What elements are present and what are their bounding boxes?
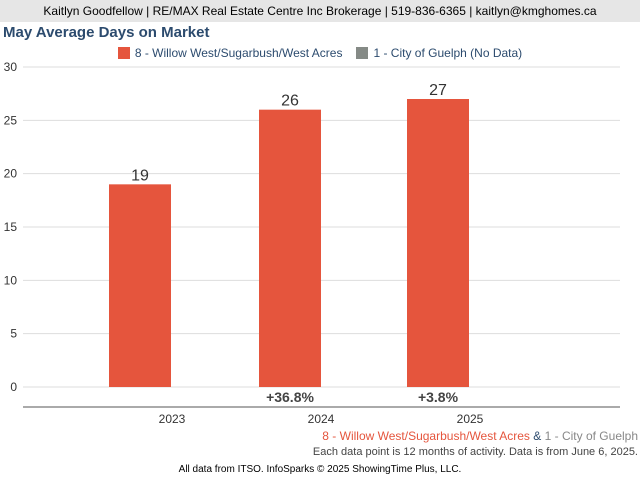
caption-ampersand: & — [533, 429, 542, 443]
y-tick-label: 15 — [4, 220, 18, 234]
series-caption: 8 - Willow West/Sugarbush/West Acres & 1… — [322, 429, 638, 443]
chart-title: May Average Days on Market — [3, 24, 210, 41]
legend-item-city-of-guelph[interactable]: 1 - City of Guelph (No Data) — [356, 45, 522, 61]
data-note: Each data point is 12 months of activity… — [312, 446, 638, 458]
bar-value-label: 19 — [131, 167, 149, 184]
bar-2023 — [109, 184, 171, 387]
bar-value-label: 26 — [281, 93, 299, 110]
agent-contact-text: Kaitlyn Goodfellow | RE/MAX Real Estate … — [43, 4, 597, 18]
y-tick-label: 0 — [10, 380, 17, 394]
y-tick-label: 5 — [10, 327, 17, 341]
legend-item-willow-west[interactable]: 8 - Willow West/Sugarbush/West Acres — [117, 45, 343, 61]
y-tick-label: 10 — [4, 273, 18, 287]
caption-series-willow-west: 8 - Willow West/Sugarbush/West Acres — [322, 429, 530, 443]
data-source-footer: All data from ITSO. InfoSparks © 2025 Sh… — [178, 464, 462, 475]
change-label: +36.8% — [266, 389, 314, 405]
caption-series-city-of-guelph: 1 - City of Guelph — [544, 429, 638, 443]
x-tick-label: 2025 — [457, 412, 484, 426]
agent-contact-header: Kaitlyn Goodfellow | RE/MAX Real Estate … — [0, 0, 640, 22]
legend-swatch-willow-west — [117, 47, 130, 59]
legend-label-city-of-guelph: 1 - City of Guelph (No Data) — [373, 46, 523, 60]
bar-2024 — [259, 109, 321, 388]
change-label: +3.8% — [418, 389, 459, 405]
legend-label-willow-west: 8 - Willow West/Sugarbush/West Acres — [134, 46, 343, 60]
y-tick-label: 20 — [4, 167, 18, 181]
legend-swatch-city-of-guelph — [356, 47, 369, 59]
x-tick-label: 2023 — [159, 412, 186, 426]
bar-2025 — [407, 99, 469, 387]
bar-value-label: 27 — [429, 82, 447, 99]
y-tick-label: 30 — [4, 60, 18, 74]
x-tick-label: 2024 — [308, 412, 335, 426]
chart-legend: 8 - Willow West/Sugarbush/West Acres 1 -… — [0, 45, 640, 61]
y-tick-label: 25 — [4, 113, 18, 127]
